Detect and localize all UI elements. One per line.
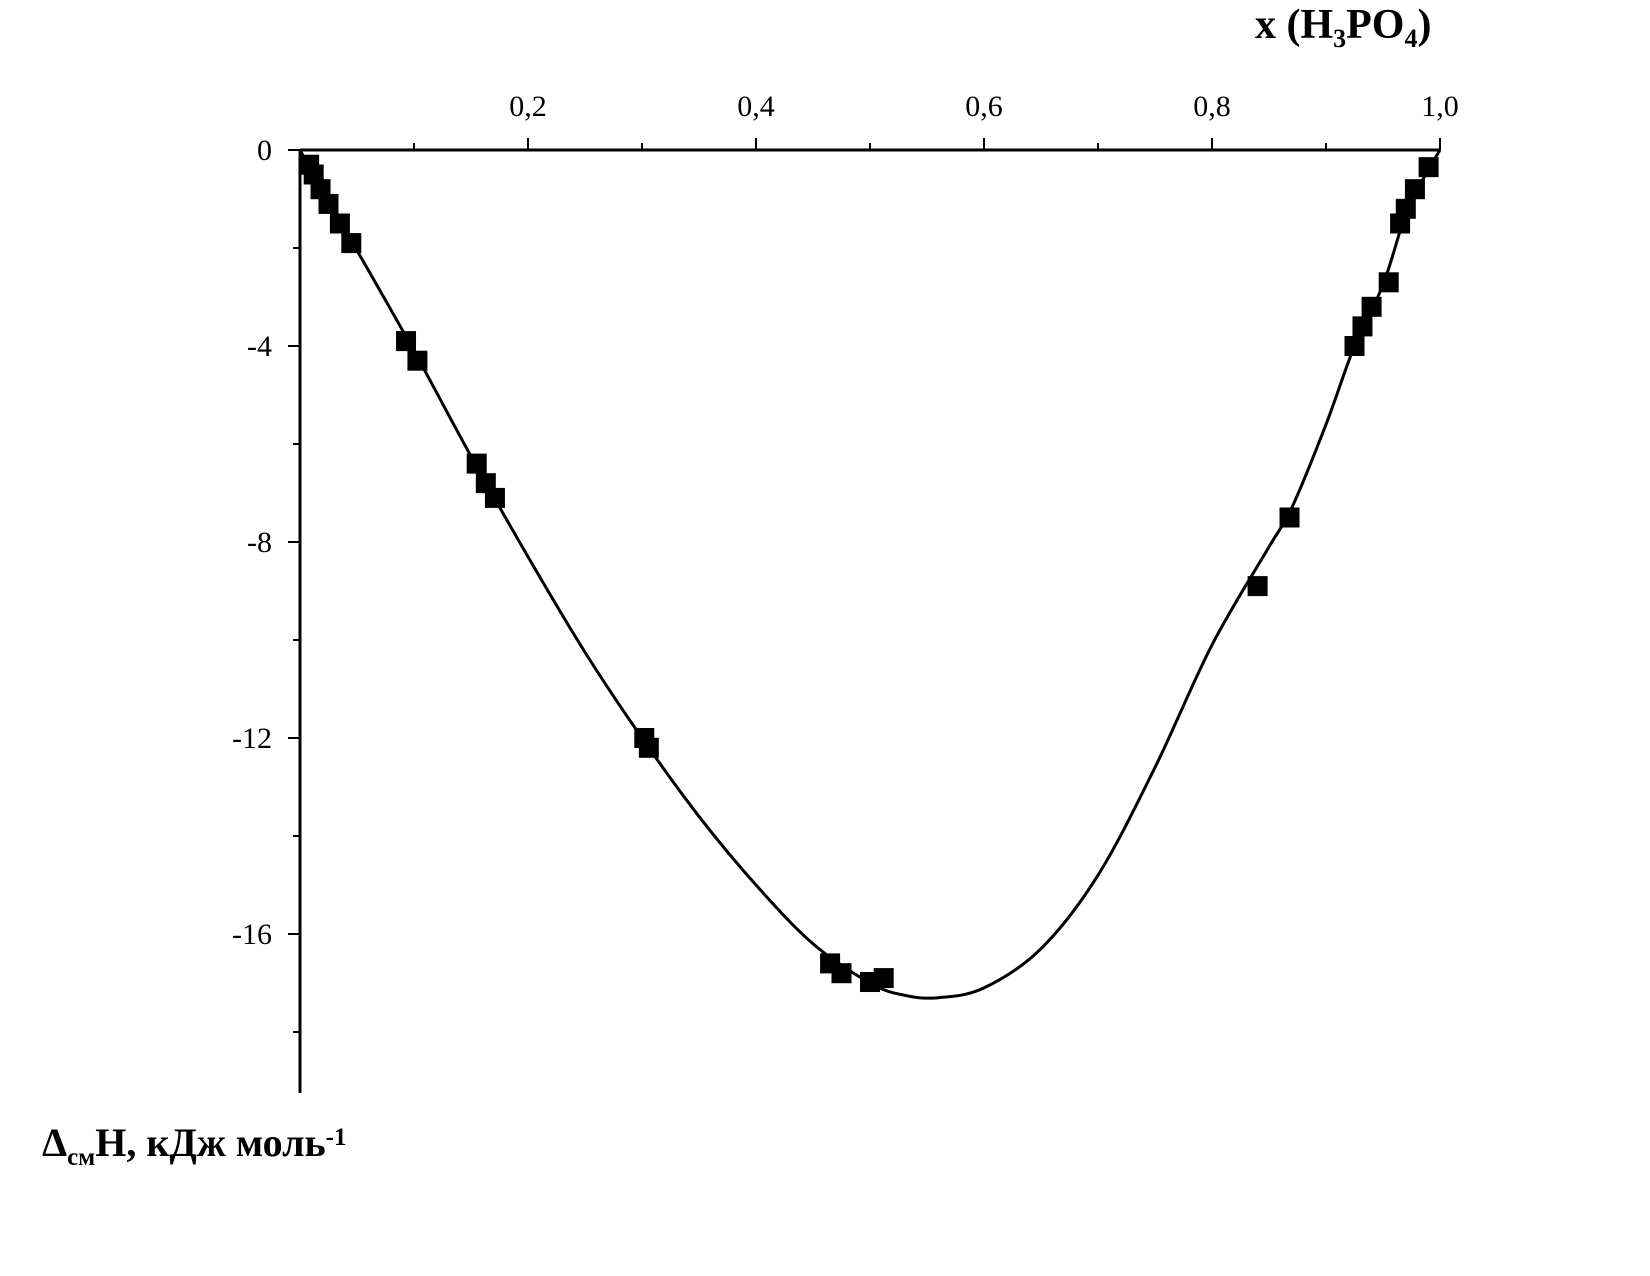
data-point <box>831 963 852 984</box>
axis-title-part: 4 <box>1404 24 1417 53</box>
data-point <box>1361 296 1382 317</box>
axis-title-part: ) <box>1417 2 1431 48</box>
axis-title-part: 3 <box>1333 24 1346 53</box>
fit-curve-layer <box>298 149 1442 1000</box>
y-tick-label: -12 <box>232 722 272 755</box>
x-tick-label: 0,4 <box>737 90 775 123</box>
data-point <box>396 331 417 352</box>
data-point <box>1378 272 1399 293</box>
data-point <box>407 350 428 371</box>
x-tick-label: 0,6 <box>965 90 1003 123</box>
y-tick-label: -8 <box>247 526 272 559</box>
data-points-layer <box>299 154 1439 993</box>
axis-title-part: -1 <box>326 1124 347 1151</box>
y-axis-title: ΔсмH, кДж моль-1 <box>42 1120 347 1171</box>
tick-labels-layer: 0,2 0,4 0,6 0,8 1,0 0 -4 -8 -12 -16 <box>232 90 1459 951</box>
data-point <box>341 233 362 254</box>
data-point <box>638 737 659 758</box>
data-point <box>1395 198 1416 219</box>
data-point <box>1404 179 1425 200</box>
x-axis-title: x (H3PO4) <box>1255 2 1431 53</box>
data-point <box>873 968 894 989</box>
y-tick-label: 0 <box>257 134 272 167</box>
axis-title-part: Δ <box>42 1120 67 1165</box>
data-point <box>318 193 339 214</box>
x-tick-label: 0,8 <box>1193 90 1231 123</box>
axis-title-part: x (H <box>1255 2 1333 48</box>
axis-title-part: H, кДж моль <box>95 1120 325 1165</box>
data-point <box>1352 316 1373 337</box>
y-tick-label: -4 <box>247 330 272 363</box>
axis-title-part: PO <box>1346 2 1404 48</box>
y-tick-label: -16 <box>232 918 272 951</box>
data-point <box>329 213 350 234</box>
data-point <box>1279 507 1300 528</box>
data-point <box>1344 336 1365 356</box>
data-point <box>466 453 487 474</box>
data-point <box>1247 576 1268 597</box>
data-point <box>1418 157 1439 178</box>
x-tick-label: 1,0 <box>1421 90 1459 123</box>
axis-title-part: см <box>67 1144 95 1171</box>
data-point <box>484 487 505 508</box>
axes <box>288 138 1441 1093</box>
fit-curve <box>298 149 1442 1000</box>
x-tick-label: 0,2 <box>509 90 547 123</box>
